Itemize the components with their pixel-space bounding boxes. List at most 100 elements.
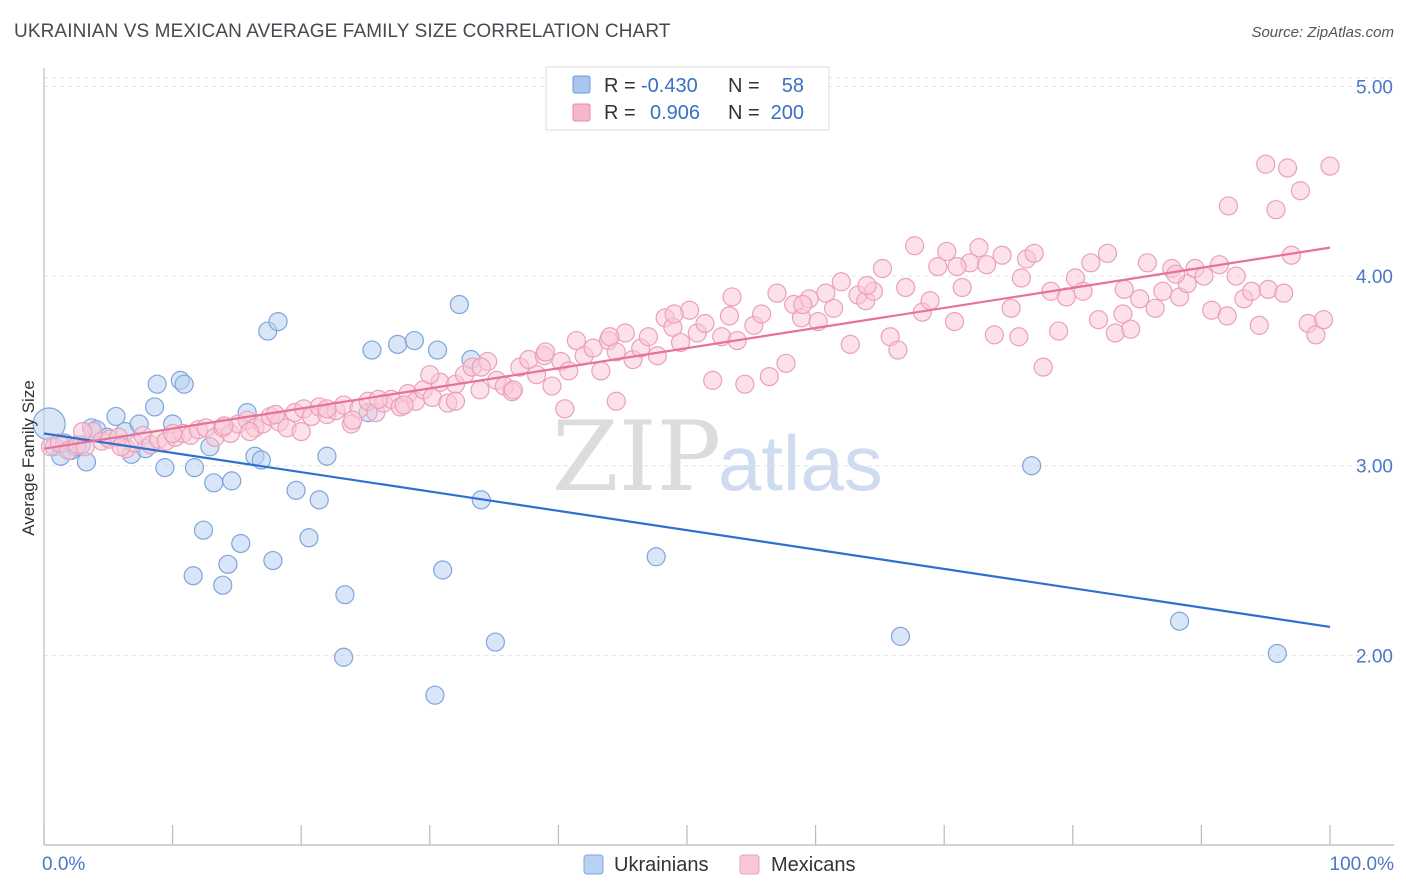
mexicans-point xyxy=(600,327,620,347)
mexicans-point xyxy=(1114,279,1134,299)
mexicans-point xyxy=(751,304,772,324)
ukrainians-point xyxy=(286,480,306,500)
mexicans-point xyxy=(1097,243,1118,263)
mexicans-point xyxy=(1266,200,1286,220)
mexicans-point xyxy=(888,340,908,360)
legend-r-label-mexicans: R = xyxy=(604,102,636,124)
ukrainians-point xyxy=(193,520,214,540)
ukrainians-point xyxy=(222,471,242,491)
mexicans-point xyxy=(1290,181,1311,201)
ukrainians-point xyxy=(485,632,505,652)
mexicans-points xyxy=(40,154,1340,461)
mexicans-point xyxy=(1306,325,1326,345)
mexicans-point xyxy=(1130,289,1150,309)
mexicans-point xyxy=(937,241,957,262)
mexicans-point xyxy=(977,255,997,275)
mexicans-point xyxy=(1011,268,1031,288)
mexicans-point xyxy=(470,380,490,400)
mexicans-point xyxy=(703,370,723,390)
legend-bottom-swatch-ukrainians xyxy=(583,854,604,875)
ukrainians-point xyxy=(1267,643,1287,664)
mexicans-point xyxy=(816,283,836,303)
ukrainians-point xyxy=(144,397,165,417)
mexicans-point xyxy=(445,391,466,411)
legend-bottom-label-ukrainians: Ukrainians xyxy=(614,854,708,876)
ukrainians-point xyxy=(449,294,469,315)
ukrainians-trend-line xyxy=(43,432,1331,629)
mexicans-point xyxy=(984,325,1004,345)
ukrainians-point xyxy=(646,547,666,567)
mexicans-trend-line xyxy=(43,246,1331,450)
mexicans-point xyxy=(664,304,684,324)
ukrainians-point xyxy=(309,490,329,510)
mexicans-point xyxy=(944,311,965,332)
mexicans-point xyxy=(1194,266,1214,286)
ukrainians-point xyxy=(268,311,288,332)
mexicans-point xyxy=(1241,281,1262,301)
y-tick-label: 4.00 xyxy=(1356,267,1393,288)
mexicans-point xyxy=(638,327,659,347)
mexicans-point xyxy=(606,391,626,411)
ukrainians-point xyxy=(147,374,167,394)
mexicans-point xyxy=(1137,253,1157,273)
mexicans-point xyxy=(1088,310,1109,330)
legend-bottom: Ukrainians Mexicans xyxy=(583,854,855,876)
mexicans-point xyxy=(555,399,575,419)
mexicans-point xyxy=(896,277,916,298)
mexicans-point xyxy=(952,277,972,298)
legend-n-value-ukrainians: 58 xyxy=(782,75,804,97)
ukrainians-point xyxy=(204,473,224,493)
mexicans-point xyxy=(1049,321,1069,341)
mexicans-point xyxy=(1277,158,1298,178)
mexicans-point xyxy=(343,410,363,430)
y-tick-label: 5.00 xyxy=(1356,77,1393,98)
mexicans-point xyxy=(72,421,93,442)
ukrainians-point xyxy=(335,585,355,605)
y-axis-title: Average Family Size xyxy=(19,380,38,536)
mexicans-point xyxy=(695,313,715,334)
mexicans-point xyxy=(566,330,587,351)
mexicans-point xyxy=(793,294,813,315)
mexicans-point xyxy=(1226,266,1246,286)
watermark-zip: ZIP xyxy=(552,401,721,513)
legend-top: R = -0.430 N = 58 R = 0.906 N = 200 xyxy=(545,66,830,131)
ukrainians-point xyxy=(299,528,319,548)
mexicans-point xyxy=(1033,357,1053,377)
mexicans-point xyxy=(947,257,967,277)
mexicans-point xyxy=(670,332,691,353)
ukrainians-point xyxy=(1022,456,1042,476)
ukrainians-point xyxy=(263,550,283,571)
ukrainians-point xyxy=(184,458,205,478)
mexicans-point xyxy=(368,389,388,409)
ukrainians-point xyxy=(890,626,911,646)
ukrainians-point xyxy=(334,647,354,667)
mexicans-point xyxy=(394,395,414,415)
mexicans-point xyxy=(920,291,940,311)
legend-n-value-mexicans: 200 xyxy=(771,102,804,124)
legend-n-label-mexicans: N = xyxy=(728,102,760,124)
mexicans-point xyxy=(471,357,491,377)
mexicans-point xyxy=(767,283,787,303)
legend-r-label-ukrainians: R = xyxy=(604,75,636,97)
mexicans-point xyxy=(1153,281,1173,301)
x-tick-labels: 0.0% 100.0% xyxy=(42,854,1394,875)
mexicans-point xyxy=(1121,319,1141,339)
ukrainians-point xyxy=(218,554,238,574)
legend-bottom-label-mexicans: Mexicans xyxy=(771,854,855,876)
mexicans-point xyxy=(759,366,779,387)
trend-lines xyxy=(43,246,1331,629)
ukrainians-point xyxy=(183,566,203,586)
mexicans-point xyxy=(1249,315,1269,335)
watermark-atlas: atlas xyxy=(718,419,883,507)
watermark: ZIP atlas xyxy=(552,401,883,513)
mexicans-point xyxy=(526,365,547,385)
y-tick-label: 2.00 xyxy=(1356,646,1393,667)
mexicans-point xyxy=(647,346,668,366)
ukrainians-point xyxy=(425,685,445,705)
chart-title: UKRAINIAN VS MEXICAN AVERAGE FAMILY SIZE… xyxy=(14,21,671,42)
mexicans-point xyxy=(1113,304,1133,324)
ukrainians-point xyxy=(404,330,424,351)
legend-n-label-ukrainians: N = xyxy=(728,75,760,97)
ukrainians-point xyxy=(155,458,175,478)
